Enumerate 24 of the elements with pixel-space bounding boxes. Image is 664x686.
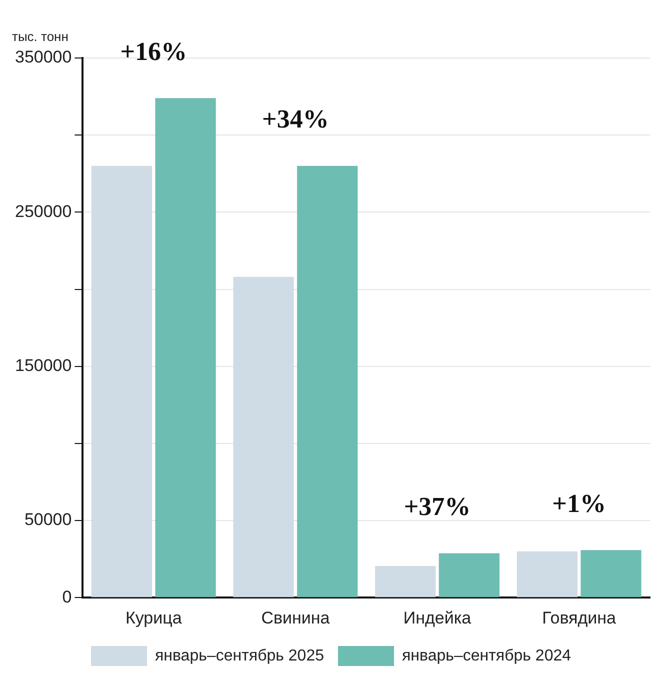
annotation: +34% (262, 104, 329, 134)
x-tick-label: Индейка (403, 608, 472, 628)
bar (438, 553, 500, 598)
y-tick-label: 250000 (14, 202, 72, 221)
legend-label: январь–сентябрь 2025 (154, 647, 324, 664)
bar (91, 166, 152, 598)
y-axis-title: тыс. тонн (12, 29, 68, 44)
bar (233, 276, 294, 598)
bar (155, 98, 216, 598)
annotation: +16% (120, 36, 188, 66)
x-tick-label: Говядина (542, 608, 617, 628)
y-tick-label: 50000 (24, 510, 72, 530)
bar (580, 550, 642, 598)
bar (375, 566, 436, 598)
y-tick-label: 0 (62, 587, 72, 606)
annotation: +1% (552, 488, 606, 518)
bar (297, 166, 358, 598)
x-tick-label: Курица (125, 608, 182, 628)
bar (516, 551, 578, 598)
y-tick-label: 350000 (14, 48, 72, 67)
legend-label: январь–сентябрь 2024 (402, 647, 572, 664)
x-tick-label: Свинина (261, 608, 330, 628)
y-tick-label: 150000 (14, 356, 72, 376)
annotation: +37% (404, 492, 471, 521)
